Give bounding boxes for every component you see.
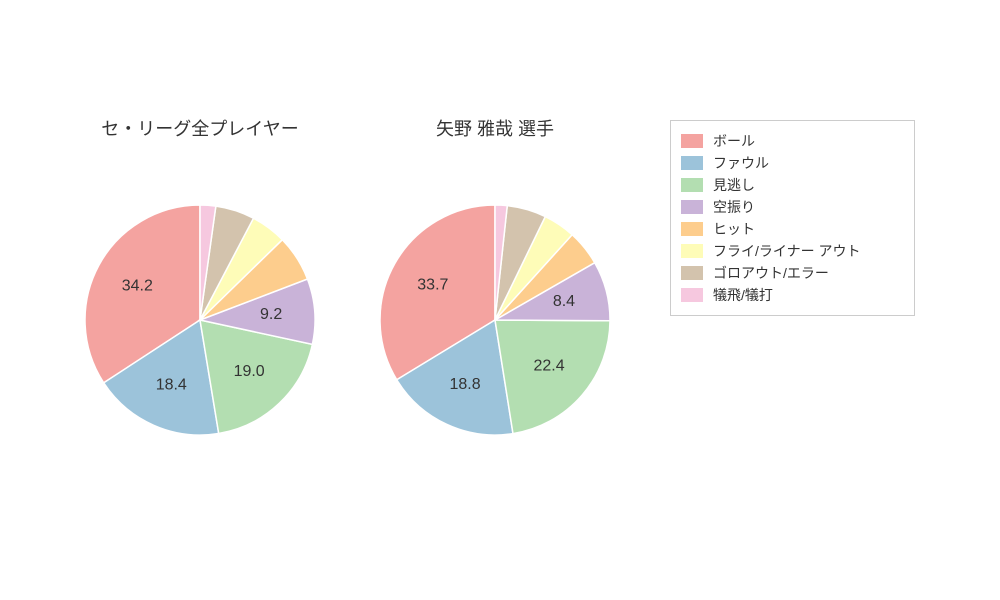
legend-item-ground: ゴロアウト/エラー (681, 263, 904, 283)
legend-item-swing: 空振り (681, 197, 904, 217)
pie-label-player-swing: 8.4 (553, 293, 575, 310)
chart-canvas: セ・リーグ全プレイヤー 34.2 18.4 19.0 9.2 矢野 雅哉 選手 33.7 18… (0, 0, 1000, 600)
legend: ボールファウル見逃し空振りヒットフライ/ライナー アウトゴロアウト/エラー犠飛/… (670, 120, 915, 316)
legend-swatch-hit (681, 222, 703, 236)
legend-swatch-ground (681, 266, 703, 280)
legend-swatch-ball (681, 134, 703, 148)
legend-label-foul: ファウル (713, 153, 769, 173)
pie-label-league-swing: 9.2 (260, 306, 282, 323)
pie-label-player-foul: 18.8 (449, 376, 480, 393)
legend-label-looking: 見逃し (713, 175, 755, 195)
pie-slice-player-looking (495, 320, 610, 434)
legend-swatch-foul (681, 156, 703, 170)
pie-label-player-ball: 33.7 (417, 276, 448, 293)
legend-label-ground: ゴロアウト/エラー (713, 263, 829, 283)
pie-label-player-looking: 22.4 (534, 358, 565, 375)
legend-label-hit: ヒット (713, 219, 755, 239)
legend-swatch-looking (681, 178, 703, 192)
legend-item-ball: ボール (681, 131, 904, 151)
legend-item-hit: ヒット (681, 219, 904, 239)
legend-item-fly: フライ/ライナー アウト (681, 241, 904, 261)
legend-swatch-fly (681, 244, 703, 258)
legend-item-foul: ファウル (681, 153, 904, 173)
legend-swatch-sac (681, 288, 703, 302)
legend-swatch-swing (681, 200, 703, 214)
legend-label-fly: フライ/ライナー アウト (713, 241, 861, 261)
pie-player: 33.7 18.8 22.4 8.4 (380, 205, 610, 435)
legend-item-sac: 犠飛/犠打 (681, 285, 904, 305)
pie-league: 34.2 18.4 19.0 9.2 (85, 205, 315, 435)
chart-title-league: セ・リーグ全プレイヤー (101, 119, 298, 139)
pie-label-league-foul: 18.4 (156, 376, 187, 393)
legend-label-sac: 犠飛/犠打 (713, 285, 773, 305)
chart-title-player: 矢野 雅哉 選手 (436, 119, 554, 139)
pie-label-league-looking: 19.0 (234, 363, 265, 380)
legend-item-looking: 見逃し (681, 175, 904, 195)
pie-label-league-ball: 34.2 (122, 277, 153, 294)
legend-label-swing: 空振り (713, 197, 755, 217)
legend-label-ball: ボール (713, 131, 755, 151)
